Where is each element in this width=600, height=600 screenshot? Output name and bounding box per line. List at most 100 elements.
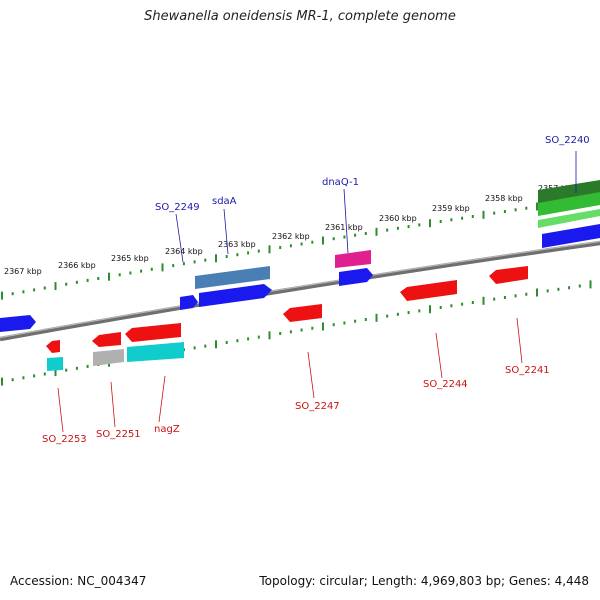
gene-SO_2240[interactable] xyxy=(538,180,600,204)
scale-label: 2359 kbp xyxy=(432,204,470,213)
minor-tick xyxy=(332,323,335,327)
gene-SO_2249[interactable] xyxy=(180,295,198,310)
gene-SO_2244[interactable] xyxy=(400,280,457,301)
minor-tick xyxy=(300,328,303,332)
minor-tick xyxy=(172,264,175,268)
label-SO_2251[interactable]: SO_2251 xyxy=(96,429,141,440)
minor-tick xyxy=(22,376,25,380)
major-tick xyxy=(536,202,538,211)
gene-dnaQ-1[interactable] xyxy=(335,250,371,268)
minor-tick xyxy=(86,278,89,282)
label-SO_2247[interactable]: SO_2247 xyxy=(295,401,340,412)
minor-tick xyxy=(461,302,464,306)
label-SO_2241[interactable]: SO_2241 xyxy=(505,365,550,376)
minor-tick xyxy=(279,332,282,335)
major-tick xyxy=(322,236,324,245)
scale-label: 2365 kbp xyxy=(111,254,149,263)
major-tick xyxy=(215,254,217,263)
minor-tick xyxy=(33,374,36,378)
minor-tick xyxy=(193,346,196,350)
minor-tick xyxy=(503,296,506,299)
minor-tick xyxy=(354,233,357,237)
callout-line xyxy=(343,188,349,254)
callout-line xyxy=(110,381,116,428)
minor-tick xyxy=(439,220,442,223)
minor-tick xyxy=(247,251,250,255)
scale-label: 2364 kbp xyxy=(165,247,203,256)
major-tick xyxy=(375,313,378,322)
minor-tick xyxy=(97,277,100,280)
label-SO_2240[interactable]: SO_2240 xyxy=(545,135,590,146)
minor-tick xyxy=(11,378,14,382)
label-SO_2244[interactable]: SO_2244 xyxy=(423,379,468,390)
minor-tick xyxy=(65,368,68,372)
minor-tick xyxy=(43,372,46,376)
label-dnaQ-1[interactable]: dnaQ-1 xyxy=(322,177,359,188)
minor-tick xyxy=(257,249,260,253)
minor-tick xyxy=(343,235,346,239)
gene-reverse-red-1[interactable] xyxy=(125,323,181,342)
gene-sdaA[interactable] xyxy=(195,266,270,289)
minor-tick xyxy=(407,225,410,229)
minor-tick xyxy=(236,339,239,343)
minor-tick xyxy=(65,282,68,286)
gene-reverse-red-2[interactable] xyxy=(92,332,121,347)
genome-backbone-highlight xyxy=(0,240,600,339)
label-sdaA[interactable]: sdaA xyxy=(212,196,237,207)
gene-SO_2251[interactable] xyxy=(93,349,124,366)
minor-tick xyxy=(514,294,517,298)
major-tick xyxy=(161,263,164,272)
gene-forward-blue-3[interactable] xyxy=(199,284,272,307)
minor-tick xyxy=(204,344,207,348)
gene-SO_2241[interactable] xyxy=(489,266,528,284)
forward-labels: SO_2240 dnaQ-1 sdaA SO_2249 xyxy=(155,135,590,263)
gene-reverse-red-3[interactable] xyxy=(46,340,60,353)
gene-forward-blue-2[interactable] xyxy=(339,268,373,286)
gene-forward-blue[interactable] xyxy=(542,224,600,248)
minor-tick xyxy=(140,269,143,273)
gene-SO_2240-c[interactable] xyxy=(538,209,600,228)
minor-tick xyxy=(33,288,36,292)
label-nagZ[interactable]: nagZ xyxy=(154,424,180,435)
major-tick xyxy=(375,227,378,236)
reverse-features xyxy=(46,266,528,371)
minor-tick xyxy=(396,312,399,316)
label-SO_2249[interactable]: SO_2249 xyxy=(155,202,200,213)
minor-tick xyxy=(493,297,496,301)
major-tick xyxy=(54,368,57,377)
forward-tick-track xyxy=(1,194,592,300)
gene-SO_2240-b[interactable] xyxy=(538,192,600,216)
scale-label: 2358 kbp xyxy=(485,194,523,203)
minor-tick xyxy=(150,267,153,271)
scale-label: 2363 kbp xyxy=(218,240,256,249)
minor-tick xyxy=(396,226,399,230)
minor-tick xyxy=(311,240,314,244)
minor-tick xyxy=(193,260,196,264)
minor-tick xyxy=(182,262,185,266)
label-SO_2253[interactable]: SO_2253 xyxy=(42,434,87,445)
minor-tick xyxy=(129,271,132,275)
minor-tick xyxy=(204,258,207,262)
minor-tick xyxy=(439,306,442,309)
minor-tick xyxy=(311,326,314,330)
minor-tick xyxy=(354,319,357,323)
major-tick xyxy=(482,210,485,219)
scale-label: 2367 kbp xyxy=(4,267,42,276)
gene-nagZ[interactable] xyxy=(127,342,184,362)
minor-tick xyxy=(386,228,389,232)
minor-tick xyxy=(364,232,367,235)
gene-SO_2253[interactable] xyxy=(47,357,63,371)
minor-tick xyxy=(279,246,282,249)
genome-backbone xyxy=(0,240,600,342)
scale-label: 2366 kbp xyxy=(58,261,96,270)
major-tick xyxy=(215,340,217,349)
gene-SO_2247[interactable] xyxy=(283,304,322,322)
accession-text: Accession: NC_004347 xyxy=(10,574,147,588)
major-tick xyxy=(589,280,592,289)
major-tick xyxy=(1,377,3,386)
gene-forward-blue-left[interactable] xyxy=(0,315,36,332)
genome-summary-text: Topology: circular; Length: 4,969,803 bp… xyxy=(259,574,589,588)
major-tick xyxy=(108,272,110,281)
major-tick xyxy=(429,219,431,228)
